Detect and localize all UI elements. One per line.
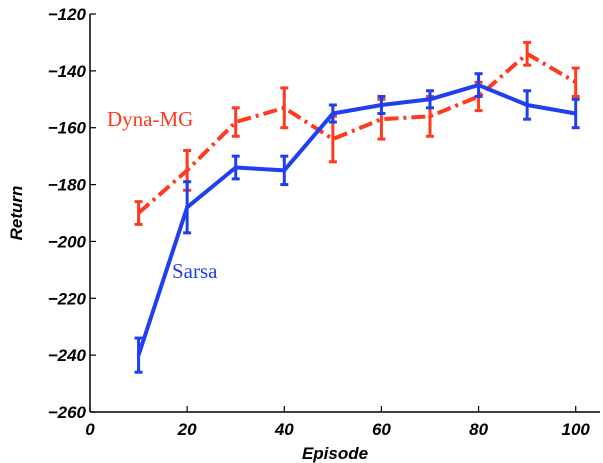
series-sarsa <box>134 72 580 374</box>
y-axis-title: Return <box>7 186 26 241</box>
error-bar <box>134 200 143 226</box>
y-tick-label: −220 <box>48 289 87 308</box>
series-label-sarsa: Sarsa <box>172 259 218 283</box>
x-tick-label: 20 <box>177 420 197 439</box>
error-bar <box>571 66 580 98</box>
axes: 0 20 40 60 80 100 −120 −140 −160 −180 −200 −220 −240… <box>7 5 600 463</box>
y-tick-label: −200 <box>48 232 87 251</box>
x-tick-label: 0 <box>85 420 95 439</box>
error-bar <box>134 336 143 374</box>
series-line <box>137 51 577 215</box>
error-bar <box>231 106 240 138</box>
x-axis-title: Episode <box>302 444 368 463</box>
error-bar <box>523 40 532 67</box>
x-tick-label: 40 <box>274 420 294 439</box>
y-tick-label: −240 <box>48 346 87 365</box>
error-bar <box>523 89 532 121</box>
error-bar <box>377 94 386 115</box>
y-tick-label: −160 <box>48 119 87 138</box>
error-bar <box>280 154 289 187</box>
error-bar <box>571 97 580 130</box>
x-tick-label: 60 <box>372 420 391 439</box>
error-bar <box>474 72 483 98</box>
x-tick-label: 80 <box>469 420 488 439</box>
y-tick-label: −180 <box>48 176 87 195</box>
error-bar <box>328 103 337 124</box>
series-layer <box>134 40 580 374</box>
series-line <box>136 83 577 356</box>
series-dyna-mg <box>134 40 580 226</box>
error-bar <box>231 154 240 181</box>
series-label-dyna-mg: Dyna-MG <box>107 107 193 131</box>
y-tick-label: −260 <box>48 403 87 422</box>
y-tick-label: −120 <box>48 5 87 24</box>
error-bar <box>426 89 434 110</box>
error-bar <box>280 86 289 130</box>
x-tick-label: 100 <box>562 420 591 439</box>
labels-layer: Dyna-MG Sarsa <box>107 107 218 283</box>
error-bar <box>183 180 192 235</box>
y-tick-label: −140 <box>48 62 87 81</box>
